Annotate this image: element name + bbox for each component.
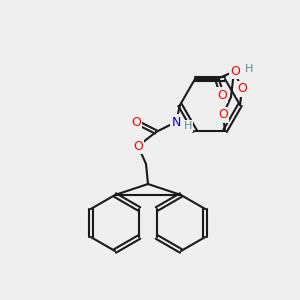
Text: H: H — [245, 64, 253, 74]
Text: O: O — [237, 82, 247, 95]
Text: O: O — [218, 109, 228, 122]
Text: H: H — [184, 121, 192, 131]
Text: O: O — [133, 140, 143, 152]
Text: N: N — [171, 116, 181, 128]
Text: O: O — [131, 116, 141, 128]
Text: O: O — [217, 88, 227, 101]
Text: O: O — [230, 64, 240, 77]
